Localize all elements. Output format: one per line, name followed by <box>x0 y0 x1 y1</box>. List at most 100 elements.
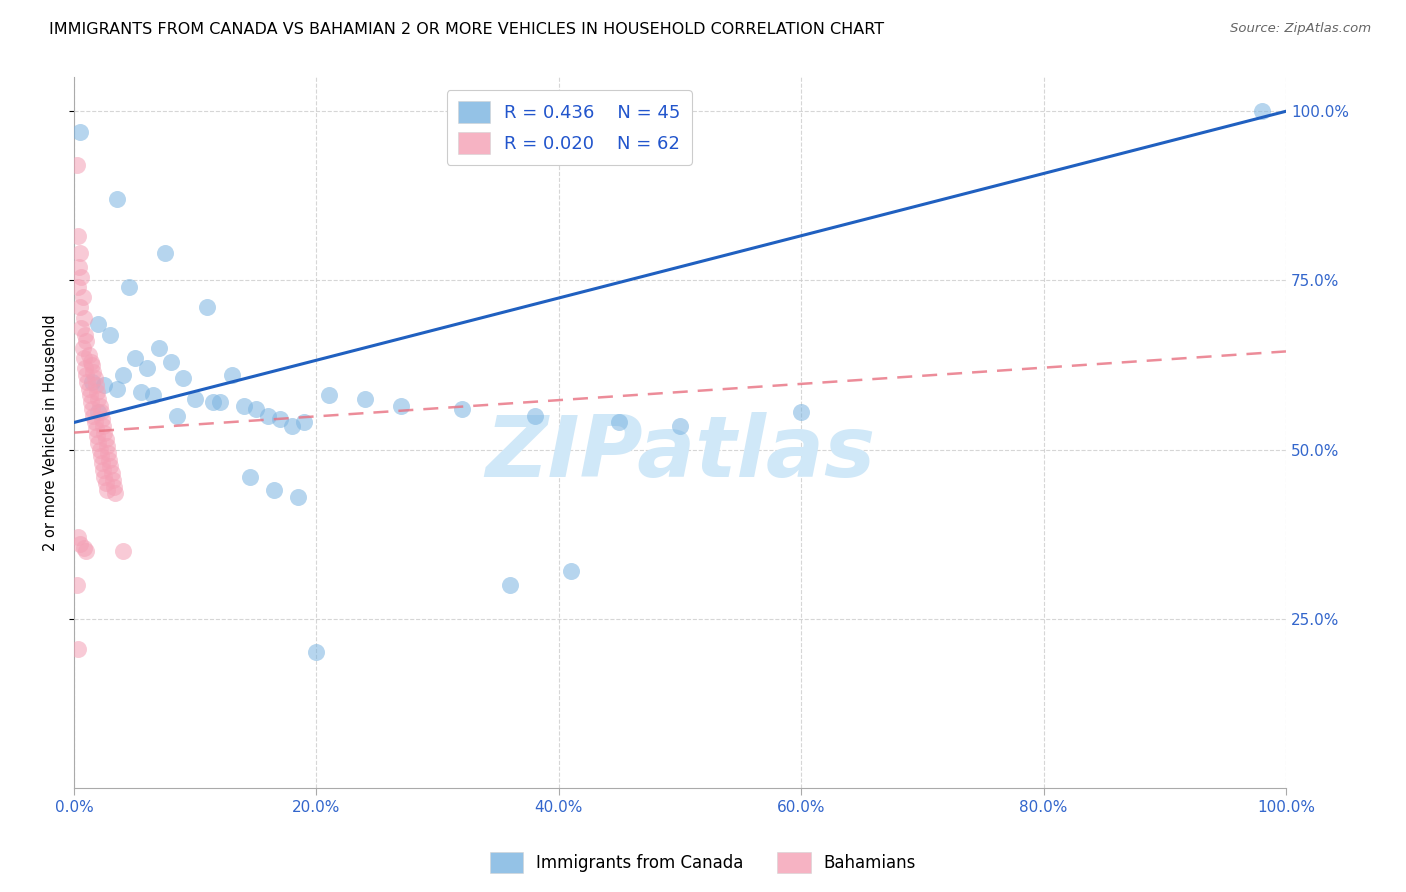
Point <box>172 371 194 385</box>
Point <box>91 412 114 426</box>
Point <box>609 416 631 430</box>
Point <box>1250 104 1272 119</box>
Point <box>86 429 108 443</box>
Point <box>104 486 127 500</box>
Point <box>94 433 117 447</box>
Point <box>87 392 110 406</box>
Point <box>94 476 117 491</box>
Point <box>86 384 108 399</box>
Point <box>93 469 115 483</box>
Point <box>79 388 101 402</box>
Point <box>389 399 412 413</box>
Point <box>69 301 91 315</box>
Point <box>75 544 97 558</box>
Point <box>523 409 546 423</box>
Point <box>100 459 122 474</box>
Point <box>73 310 96 325</box>
Point <box>77 348 100 362</box>
Point <box>82 409 104 423</box>
Point <box>66 229 89 244</box>
Point <box>69 537 91 551</box>
Point <box>70 320 93 334</box>
Text: ZIPatlas: ZIPatlas <box>485 412 875 495</box>
Point <box>111 368 134 383</box>
Point <box>65 578 87 592</box>
Point <box>90 450 112 464</box>
Point <box>499 578 522 592</box>
Point <box>84 422 107 436</box>
Text: IMMIGRANTS FROM CANADA VS BAHAMIAN 2 OR MORE VEHICLES IN HOUSEHOLD CORRELATION C: IMMIGRANTS FROM CANADA VS BAHAMIAN 2 OR … <box>49 22 884 37</box>
Point <box>82 358 104 372</box>
Legend: R = 0.436    N = 45, R = 0.020    N = 62: R = 0.436 N = 45, R = 0.020 N = 62 <box>447 90 692 165</box>
Point <box>89 442 111 457</box>
Point <box>69 124 91 138</box>
Point <box>96 483 118 497</box>
Point <box>318 388 340 402</box>
Point <box>70 270 93 285</box>
Point <box>305 645 328 659</box>
Legend: Immigrants from Canada, Bahamians: Immigrants from Canada, Bahamians <box>484 846 922 880</box>
Point <box>257 409 280 423</box>
Point <box>75 334 97 349</box>
Point <box>669 418 692 433</box>
Point <box>129 384 152 399</box>
Point <box>221 368 243 383</box>
Point <box>790 405 813 419</box>
Point <box>73 361 96 376</box>
Point <box>83 371 105 385</box>
Point <box>65 158 87 172</box>
Point <box>87 318 110 332</box>
Point <box>160 354 183 368</box>
Point <box>66 531 89 545</box>
Point <box>90 405 112 419</box>
Point <box>83 416 105 430</box>
Point <box>80 354 103 368</box>
Point <box>103 480 125 494</box>
Point <box>292 416 315 430</box>
Point <box>97 446 120 460</box>
Point <box>105 192 128 206</box>
Point <box>269 412 291 426</box>
Point <box>93 425 115 440</box>
Point <box>77 382 100 396</box>
Point <box>184 392 207 406</box>
Point <box>96 439 118 453</box>
Point <box>245 401 267 416</box>
Point <box>73 541 96 555</box>
Point <box>560 564 582 578</box>
Point <box>232 399 254 413</box>
Point <box>208 395 231 409</box>
Point <box>451 401 474 416</box>
Point <box>166 409 188 423</box>
Point <box>117 280 139 294</box>
Point <box>73 327 96 342</box>
Point <box>66 280 89 294</box>
Point <box>91 463 114 477</box>
Point <box>82 365 104 379</box>
Point <box>91 456 114 470</box>
Point <box>73 351 96 366</box>
Y-axis label: 2 or more Vehicles in Household: 2 or more Vehicles in Household <box>44 314 58 551</box>
Point <box>72 290 94 304</box>
Point <box>87 405 110 419</box>
Point <box>100 327 122 342</box>
Point <box>69 246 91 260</box>
Point <box>75 368 97 383</box>
Point <box>98 452 121 467</box>
Point <box>142 388 165 402</box>
Point <box>202 395 225 409</box>
Point <box>100 466 122 480</box>
Point <box>135 361 157 376</box>
Point <box>80 395 103 409</box>
Point <box>148 341 170 355</box>
Point <box>66 642 89 657</box>
Text: Source: ZipAtlas.com: Source: ZipAtlas.com <box>1230 22 1371 36</box>
Point <box>91 418 114 433</box>
Point <box>111 544 134 558</box>
Point <box>87 435 110 450</box>
Point <box>263 483 285 497</box>
Point <box>197 301 219 315</box>
Point <box>124 351 146 366</box>
Point <box>84 378 107 392</box>
Point <box>82 401 104 416</box>
